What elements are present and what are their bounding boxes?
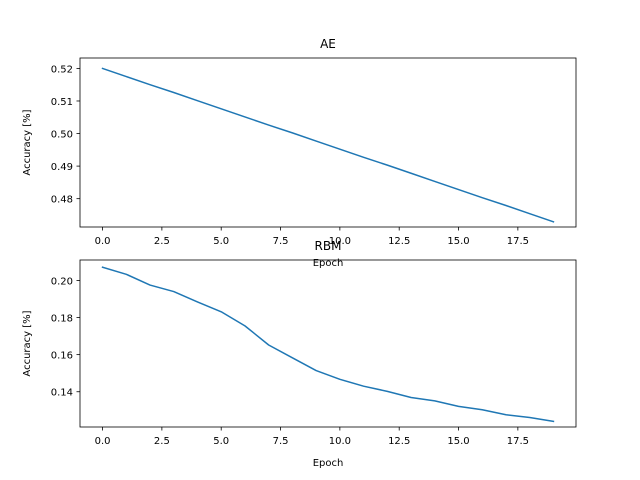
x-tick-label: 5.0 xyxy=(213,436,229,447)
x-tick-label: 5.0 xyxy=(213,236,229,247)
y-tick-label: 0.14 xyxy=(51,388,73,399)
x-axis-label: Epoch xyxy=(313,458,344,469)
x-tick-label: 0.0 xyxy=(95,436,111,447)
chart-panels: 0.0 2.5 5.0 7.5 10.0 12.5 15.0 17.5 0.48 0.49 0.50… xyxy=(22,37,577,469)
x-tick-label: 7.5 xyxy=(273,236,289,247)
x-tick-label: 12.5 xyxy=(388,436,410,447)
y-axis-label: Accuracy [%] xyxy=(22,310,33,376)
chart-panel-rbm: 0.0 2.5 5.0 7.5 10.0 12.5 15.0 17.5 0.14 0.16 0.18… xyxy=(22,239,577,469)
chart-title: AE xyxy=(320,37,336,51)
y-tick-label: 0.50 xyxy=(51,130,73,141)
x-tick-label: 10.0 xyxy=(329,236,351,247)
x-axis-label: Epoch xyxy=(313,258,344,269)
x-tick-label: 2.5 xyxy=(154,236,170,247)
y-tick-label: 0.48 xyxy=(51,195,73,206)
x-tick-label: 10.0 xyxy=(329,436,351,447)
x-tick-label: 12.5 xyxy=(388,236,410,247)
x-tick-label: 17.5 xyxy=(507,236,529,247)
series-line xyxy=(101,67,555,223)
axes-frame xyxy=(79,57,577,228)
y-tick-label: 0.20 xyxy=(51,276,73,287)
x-tick-label: 7.5 xyxy=(273,436,289,447)
x-tick-label: 2.5 xyxy=(154,436,170,447)
y-tick-label: 0.51 xyxy=(51,97,73,108)
axes-frame xyxy=(79,259,577,428)
y-tick-label: 0.18 xyxy=(51,314,73,325)
chart-panel-ae: 0.0 2.5 5.0 7.5 10.0 12.5 15.0 17.5 0.48 0.49 0.50… xyxy=(22,37,577,269)
y-axis-label: Accuracy [%] xyxy=(22,109,33,175)
x-tick-label: 17.5 xyxy=(507,436,529,447)
y-tick-label: 0.52 xyxy=(51,64,73,75)
series-line xyxy=(101,266,555,423)
y-tick-label: 0.49 xyxy=(51,162,73,173)
chart-title: RBM xyxy=(315,239,342,253)
x-tick-label: 0.0 xyxy=(95,236,111,247)
y-tick-label: 0.16 xyxy=(51,351,73,362)
x-tick-label: 15.0 xyxy=(447,236,469,247)
x-tick-label: 15.0 xyxy=(447,436,469,447)
